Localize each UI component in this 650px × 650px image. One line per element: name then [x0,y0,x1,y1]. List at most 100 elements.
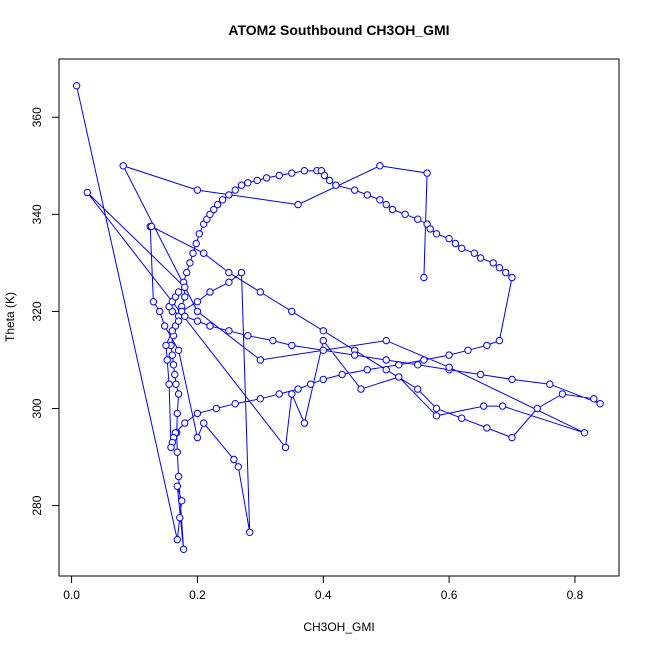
data-point [162,341,170,350]
data-point [489,259,497,267]
data-point [458,414,466,422]
data-point [432,404,441,413]
data-point [256,356,264,364]
data-point [319,327,327,335]
data-point [351,186,359,194]
y-tick-label: 340 [30,204,44,224]
data-point [169,361,178,369]
data-point [173,535,182,544]
data-point [508,433,516,442]
data-point [376,162,384,170]
y-tick-label: 300 [30,398,44,418]
data-point [253,176,261,185]
data-point [320,171,329,180]
x-axis: 0.0 0.2 0.4 0.6 0.8 [63,576,584,602]
data-point [558,390,567,398]
data-point [476,370,485,379]
data-point [167,443,175,452]
data-point [395,361,403,369]
data-point [206,322,214,330]
data-point [288,341,296,350]
data-point [181,419,189,427]
data-point [213,200,222,209]
data-point [218,196,227,204]
data-point [178,497,186,505]
data-point [464,346,472,354]
data-point [210,205,218,214]
chart-title: ATOM2 Southbound CH3OH_GMI [228,22,449,38]
data-point [195,230,204,238]
data-point [458,244,466,253]
data-point [193,186,202,194]
data-point [382,366,390,374]
x-tick-label: 0.2 [189,588,206,602]
data-point [388,205,397,214]
data-point [382,336,390,345]
data-point [319,375,327,384]
data-point [234,463,243,471]
data-point [256,395,264,403]
data-point [200,249,208,257]
data-point [546,380,554,388]
y-axis: 280 300 320 340 360 [30,107,59,516]
data-series [72,82,604,553]
data-point [508,375,516,384]
data-point [72,82,81,90]
data-point [294,385,302,393]
data-point [307,380,315,388]
data-point [212,404,221,413]
data-point [476,254,485,262]
data-point [168,327,177,335]
data-point [225,327,233,335]
data-point [495,336,504,345]
data-point [174,317,183,325]
data-point [269,336,277,345]
data-point [246,528,254,536]
data-point [231,186,239,194]
data-point [193,409,202,418]
data-point [338,370,346,379]
data-point [281,443,290,452]
data-point [206,288,214,296]
data-point [423,169,431,177]
series-line [76,85,601,550]
data-point [174,472,183,481]
data-point [376,196,384,204]
data-point [181,283,189,291]
data-point [119,162,127,170]
y-tick-label: 360 [30,107,44,127]
data-point [498,402,507,410]
data-point [172,380,180,388]
data-point [256,288,264,296]
data-point [262,174,271,182]
data-point [426,225,434,233]
data-point [231,400,239,408]
data-point [200,419,208,427]
data-point [414,215,422,223]
data-point [351,351,359,359]
data-point [174,288,183,296]
data-point [363,366,371,374]
data-point [193,298,202,306]
data-point [483,341,491,350]
data-point [275,390,283,398]
data-point [168,351,177,359]
data-point [147,222,156,231]
data-point [237,181,246,189]
data-point [470,249,478,257]
data-point [483,424,491,432]
data-point [174,346,183,354]
y-axis-label: Theta (K) [3,292,17,342]
data-point [181,293,189,301]
data-point [357,385,365,393]
data-point [432,412,441,420]
data-point [325,176,334,185]
data-point [83,188,92,197]
data-point [502,268,510,277]
data-point [382,200,390,209]
data-point [432,230,441,238]
data-point [319,336,327,345]
data-point [171,370,179,379]
data-point [300,419,309,427]
data-point [495,264,504,272]
